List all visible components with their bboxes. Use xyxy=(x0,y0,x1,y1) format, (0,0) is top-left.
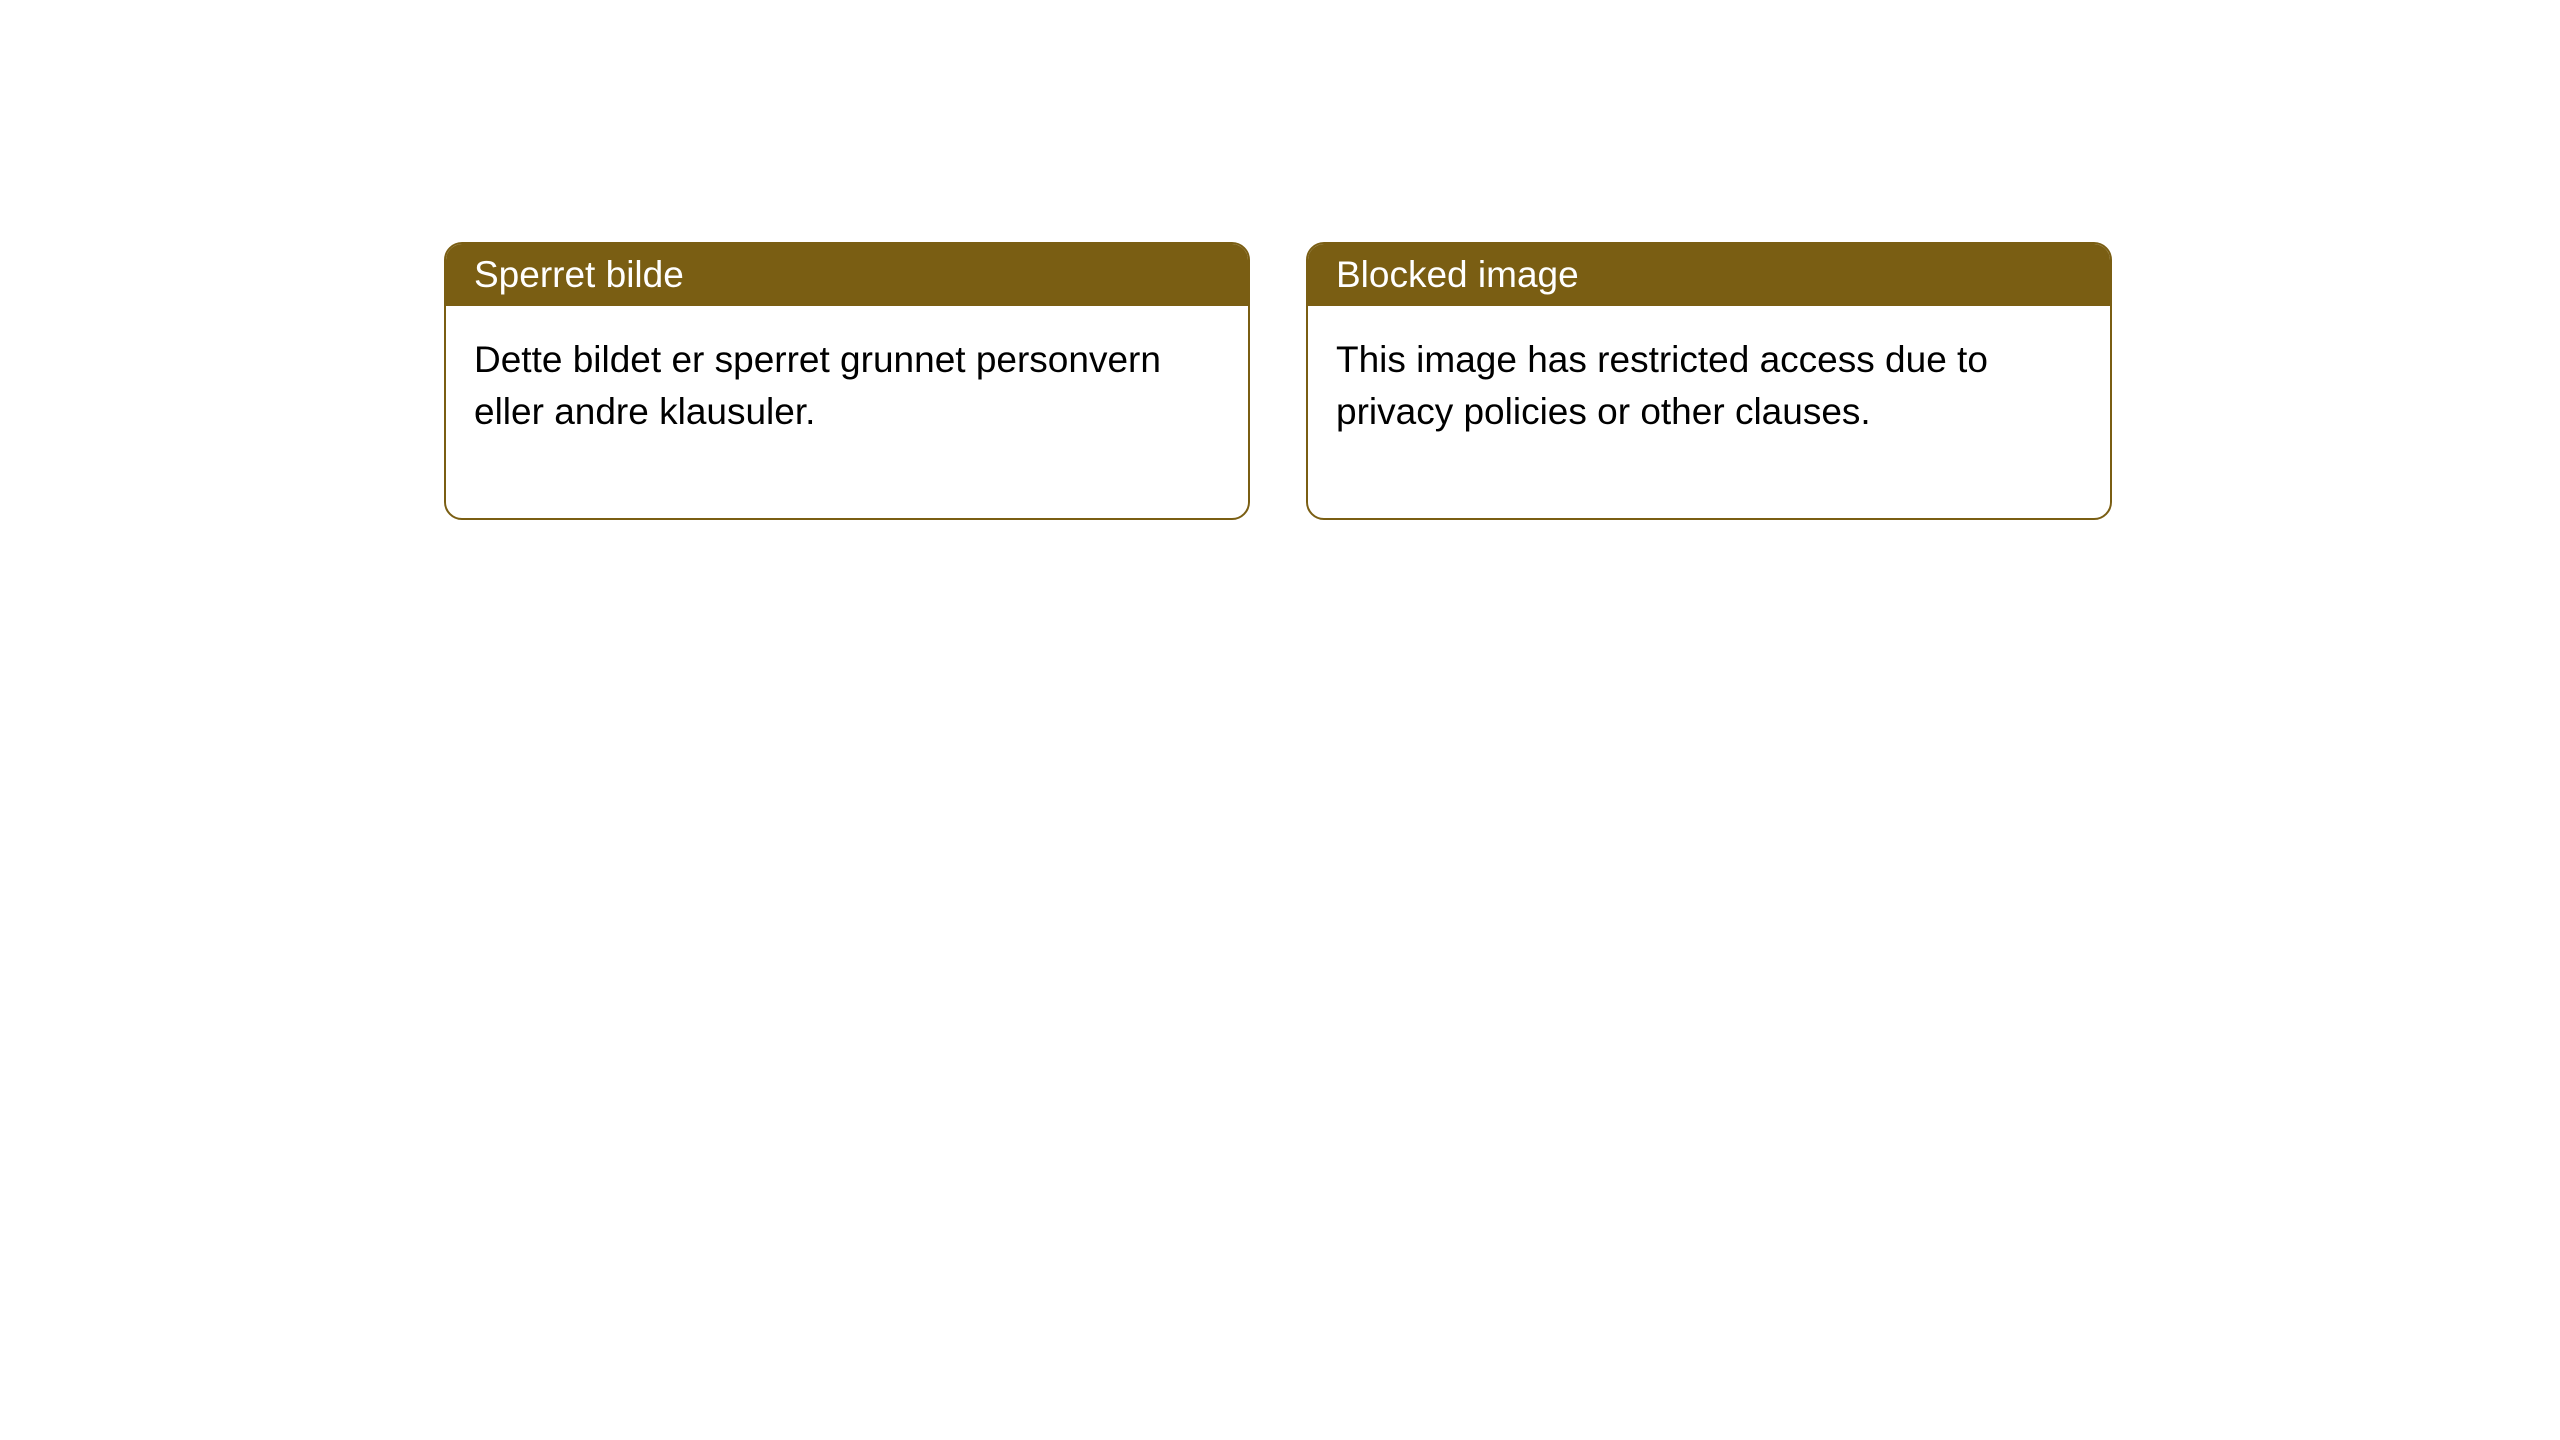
notice-card-body: This image has restricted access due to … xyxy=(1308,306,2110,518)
notice-card-title: Blocked image xyxy=(1308,244,2110,306)
notice-card-english: Blocked image This image has restricted … xyxy=(1306,242,2112,520)
notice-card-body: Dette bildet er sperret grunnet personve… xyxy=(446,306,1248,518)
notice-card-norwegian: Sperret bilde Dette bildet er sperret gr… xyxy=(444,242,1250,520)
notice-card-title: Sperret bilde xyxy=(446,244,1248,306)
notice-container: Sperret bilde Dette bildet er sperret gr… xyxy=(0,0,2560,520)
